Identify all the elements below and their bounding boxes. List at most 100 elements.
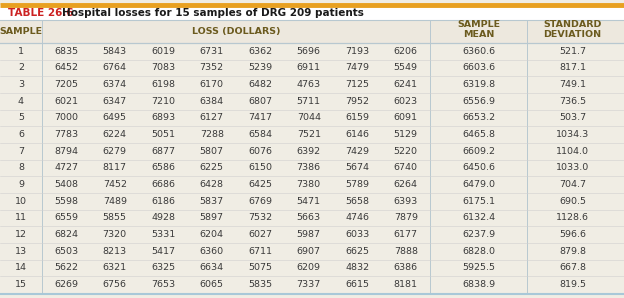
Text: 6835: 6835 [54,47,79,56]
Text: 6347: 6347 [103,97,127,106]
Text: SAMPLE: SAMPLE [0,27,42,36]
Text: 9: 9 [18,180,24,189]
Text: 7205: 7205 [54,80,78,89]
Text: 6325: 6325 [151,263,175,272]
Text: 6603.6: 6603.6 [462,63,495,72]
Text: 6828.0: 6828.0 [462,247,495,256]
Text: 521.7: 521.7 [559,47,586,56]
Text: 1104.0: 1104.0 [556,147,589,156]
Text: 6634: 6634 [200,263,224,272]
Text: 6393: 6393 [394,197,418,206]
Text: 6653.2: 6653.2 [462,114,495,122]
Text: 5598: 5598 [54,197,78,206]
Text: 5711: 5711 [297,97,321,106]
Text: 6824: 6824 [54,230,78,239]
Text: 4746: 4746 [345,213,369,223]
Text: 6360: 6360 [200,247,224,256]
Text: 5696: 5696 [297,47,321,56]
Text: 6319.8: 6319.8 [462,80,495,89]
Text: 6091: 6091 [394,114,417,122]
Text: 13: 13 [15,247,27,256]
Text: 6264: 6264 [394,180,417,189]
Text: LOSS (DOLLARS): LOSS (DOLLARS) [192,27,280,36]
Text: 7193: 7193 [345,47,369,56]
Text: 5658: 5658 [345,197,369,206]
Text: 5417: 5417 [151,247,175,256]
Text: 6279: 6279 [103,147,127,156]
Text: 5331: 5331 [151,230,175,239]
Text: 7479: 7479 [345,63,369,72]
Text: 11: 11 [15,213,27,223]
Text: Hospital losses for 15 samples of DRG 209 patients: Hospital losses for 15 samples of DRG 20… [62,7,364,18]
Text: 1128.6: 1128.6 [556,213,589,223]
Text: 7288: 7288 [200,130,224,139]
Text: 6428: 6428 [200,180,224,189]
Text: 5674: 5674 [345,164,369,173]
Text: 6019: 6019 [151,47,175,56]
Text: 6386: 6386 [394,263,418,272]
Text: 596.6: 596.6 [559,230,586,239]
Text: 2: 2 [18,63,24,72]
Text: 5843: 5843 [103,47,127,56]
Text: 5855: 5855 [103,213,127,223]
Text: 6838.9: 6838.9 [462,280,495,289]
Text: 7320: 7320 [103,230,127,239]
Text: 6204: 6204 [200,230,224,239]
Text: 6321: 6321 [103,263,127,272]
Text: 5129: 5129 [394,130,417,139]
Text: 7380: 7380 [296,180,321,189]
Text: 6686: 6686 [151,180,175,189]
Text: 14: 14 [15,263,27,272]
Text: 6237.9: 6237.9 [462,230,495,239]
Text: 8181: 8181 [394,280,417,289]
Text: 4763: 4763 [296,80,321,89]
Text: 5549: 5549 [394,63,417,72]
Text: 6175.1: 6175.1 [462,197,495,206]
Text: 5220: 5220 [394,147,417,156]
Text: 5925.5: 5925.5 [462,263,495,272]
Text: 7000: 7000 [54,114,78,122]
Text: 6269: 6269 [54,280,78,289]
Text: 6625: 6625 [345,247,369,256]
Text: 7653: 7653 [151,280,175,289]
Text: 4727: 4727 [54,164,78,173]
Text: 6186: 6186 [151,197,175,206]
Text: 6374: 6374 [103,80,127,89]
Text: 7125: 7125 [345,80,369,89]
Text: 6076: 6076 [248,147,272,156]
Text: 6425: 6425 [248,180,272,189]
Text: 5: 5 [18,114,24,122]
Text: 10: 10 [15,197,27,206]
Text: 6065: 6065 [200,280,224,289]
Text: 3: 3 [18,80,24,89]
Text: 12: 12 [15,230,27,239]
Text: 6731: 6731 [200,47,224,56]
Text: 7386: 7386 [296,164,321,173]
Text: 7879: 7879 [394,213,417,223]
Text: 6225: 6225 [200,164,224,173]
Text: 6907: 6907 [297,247,321,256]
Text: 5987: 5987 [297,230,321,239]
Text: 6503: 6503 [54,247,79,256]
Text: 817.1: 817.1 [559,63,586,72]
Text: 6027: 6027 [248,230,272,239]
Text: 6450.6: 6450.6 [462,164,495,173]
Text: 6209: 6209 [297,263,321,272]
Text: 7083: 7083 [151,63,175,72]
Text: 5075: 5075 [248,263,272,272]
Text: 5663: 5663 [296,213,321,223]
Text: 6495: 6495 [103,114,127,122]
Text: 6127: 6127 [200,114,224,122]
Text: 6159: 6159 [345,114,369,122]
Text: 7352: 7352 [200,63,224,72]
Text: 6615: 6615 [345,280,369,289]
Text: STANDARD
DEVIATION: STANDARD DEVIATION [544,20,602,39]
Text: 6177: 6177 [394,230,417,239]
Text: 7783: 7783 [54,130,79,139]
Text: 8: 8 [18,164,24,173]
Text: 6: 6 [18,130,24,139]
Text: 6586: 6586 [151,164,175,173]
Text: 749.1: 749.1 [559,80,586,89]
Text: 5835: 5835 [248,280,272,289]
Text: 6482: 6482 [248,80,272,89]
